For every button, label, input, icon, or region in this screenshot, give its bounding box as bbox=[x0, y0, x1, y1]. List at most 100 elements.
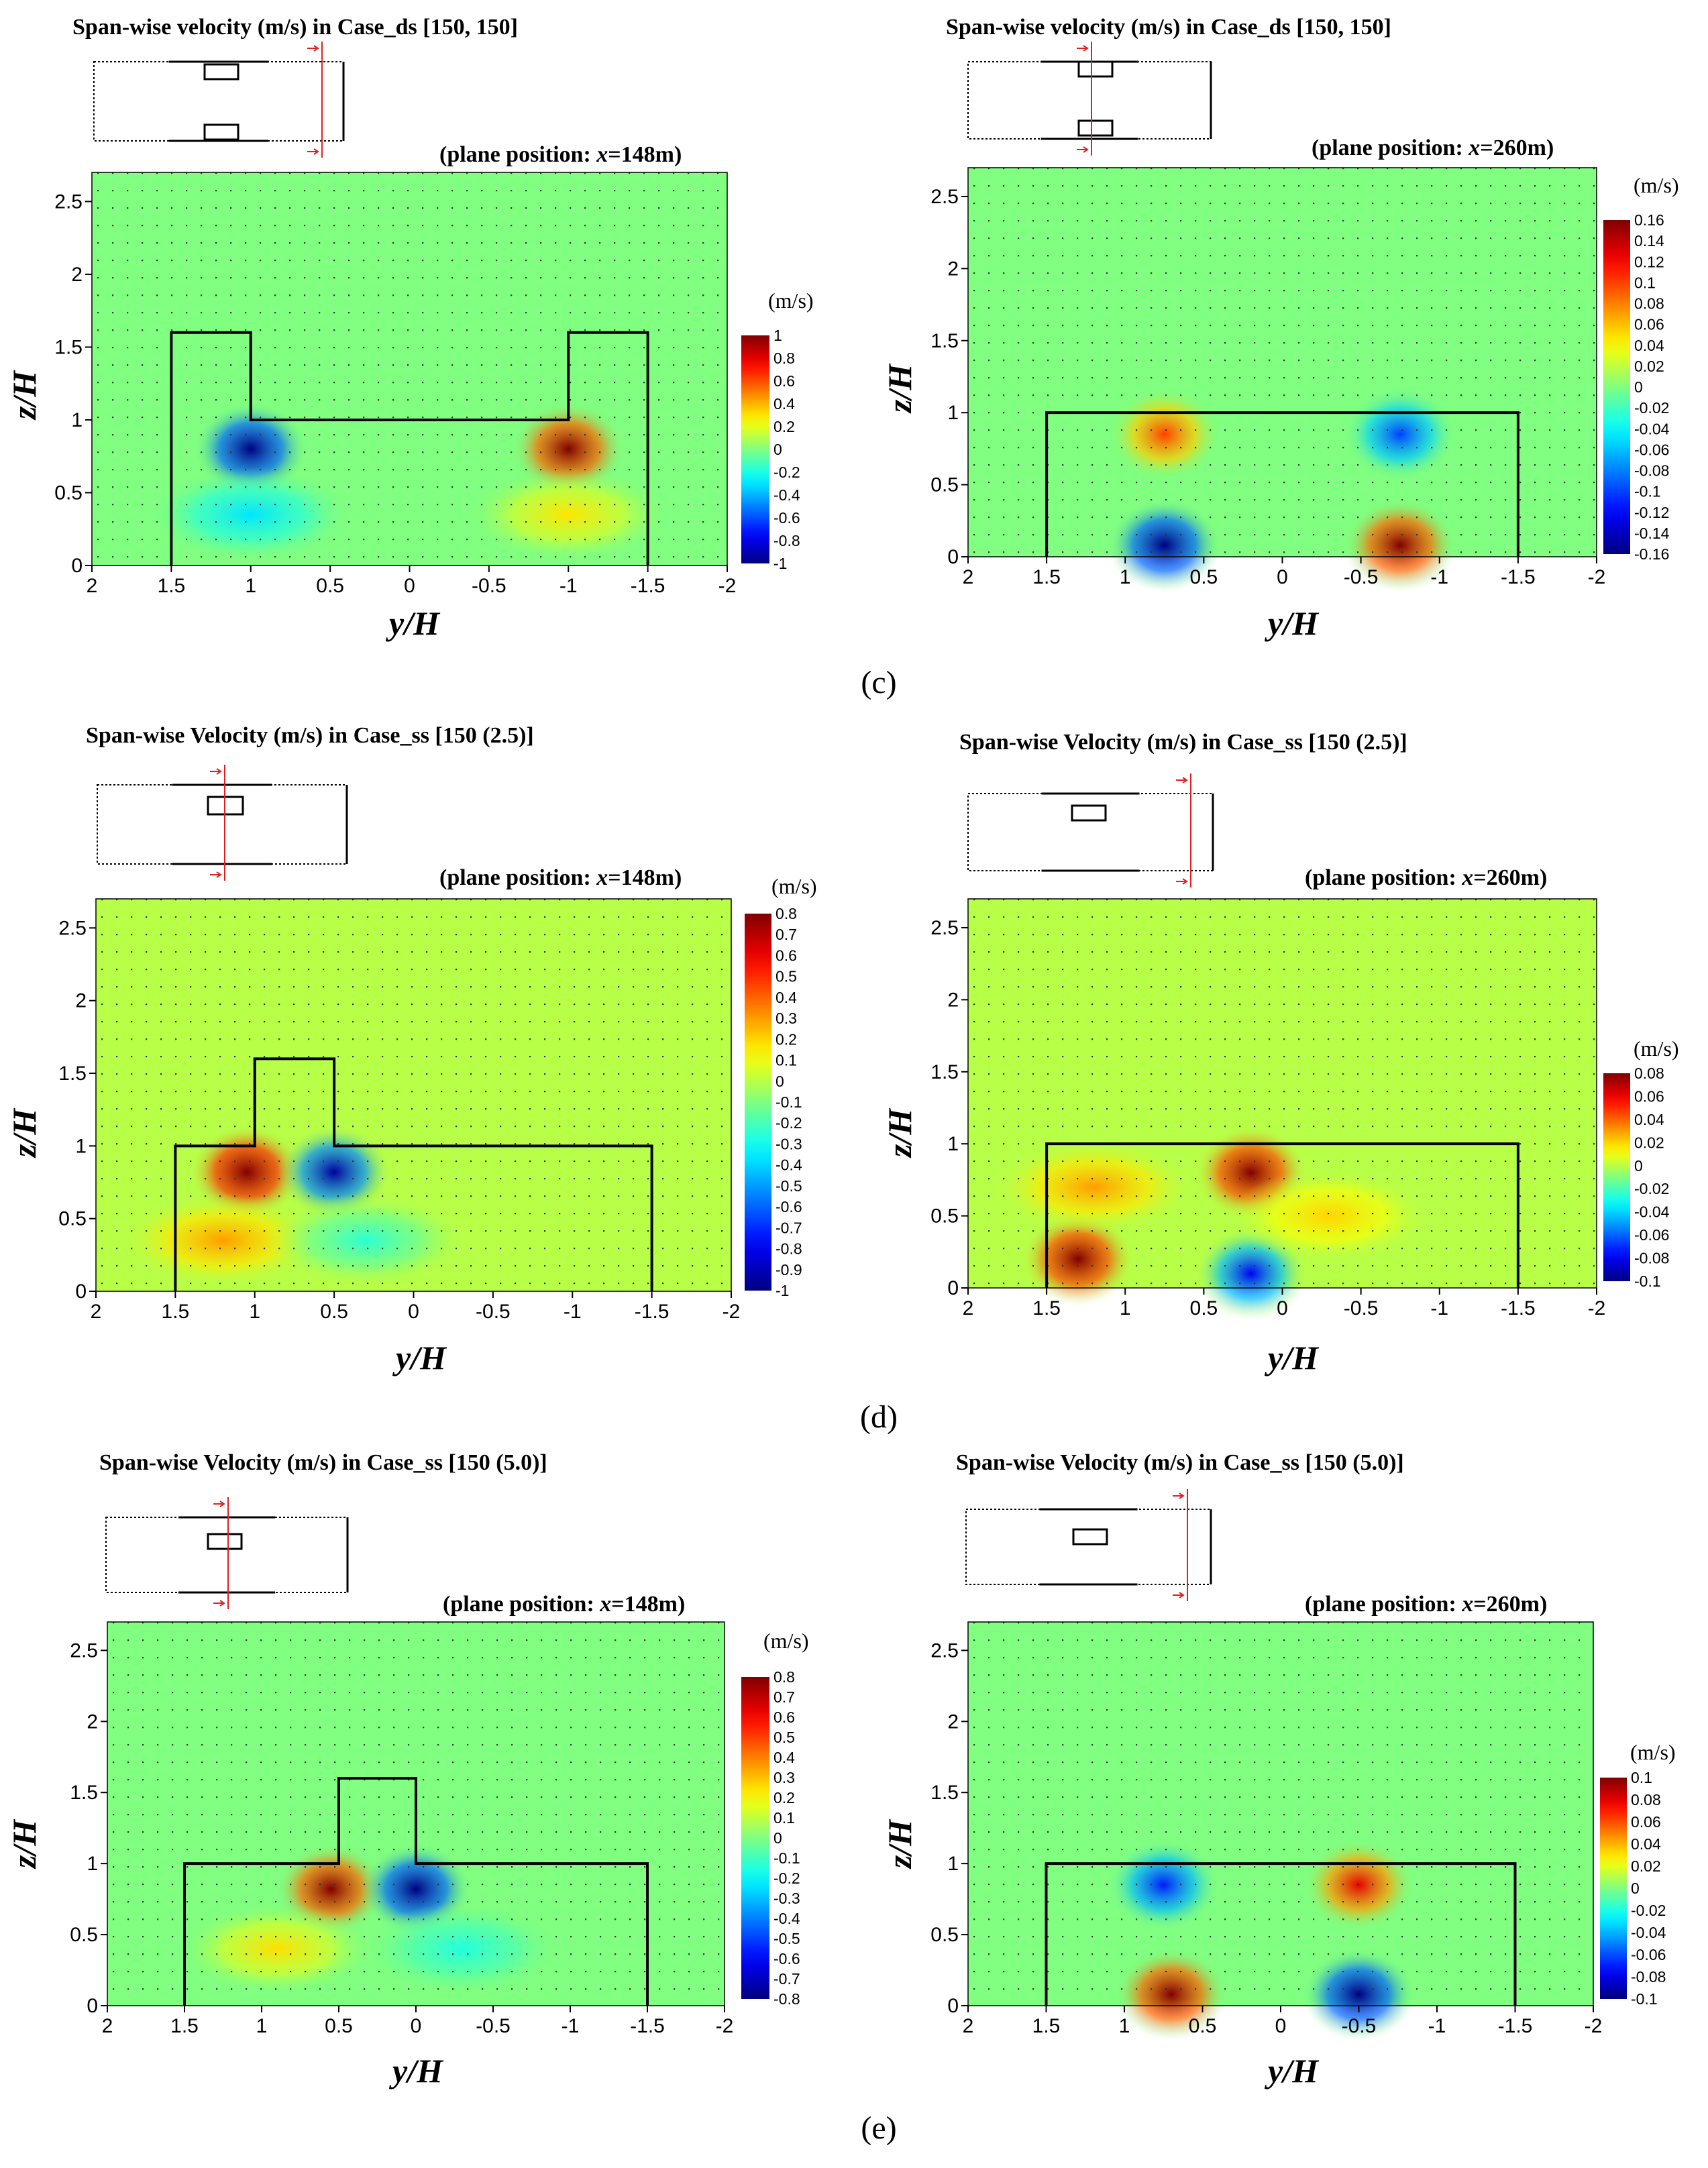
panel-title: Span-wise velocity (m/s) in Case_ds [150… bbox=[72, 15, 518, 40]
velocity-extreme bbox=[264, 1193, 468, 1288]
colorbar-tick-label: -0.4 bbox=[773, 486, 800, 504]
colorbar-unit: (m/s) bbox=[1634, 173, 1679, 197]
x-tick-label: 0.5 bbox=[1189, 2015, 1217, 2037]
vector-field bbox=[973, 1622, 1581, 1990]
y-tick-label: 1.5 bbox=[930, 1061, 959, 1083]
colorbar-tick-label: -0.12 bbox=[1634, 504, 1669, 521]
y-tick-label: 0.5 bbox=[70, 1924, 98, 1946]
y-tick-label: 2.5 bbox=[58, 917, 87, 939]
colorbar-tick-label: 1 bbox=[773, 327, 782, 344]
colorbar-tick-label: -0.6 bbox=[773, 1950, 800, 1967]
x-tick-label: -1 bbox=[562, 2015, 580, 2037]
x-tick-label: 0.5 bbox=[316, 575, 344, 597]
plane-value: =148m) bbox=[608, 865, 682, 890]
velocity-extreme bbox=[1021, 1212, 1135, 1306]
y-tick-label: 2 bbox=[947, 258, 959, 280]
panel-title: Span-wise Velocity (m/s) in Case_ss [150… bbox=[956, 1450, 1404, 1475]
plane-variable: x bbox=[1462, 1592, 1474, 1617]
velocity-extreme bbox=[1107, 1839, 1220, 1931]
colorbar-tick-label: 0.3 bbox=[773, 1769, 795, 1786]
x-tick-label: 1 bbox=[256, 2015, 268, 2037]
x-tick-label: -1.5 bbox=[635, 1301, 670, 1323]
y-tick-label: 2 bbox=[75, 990, 87, 1012]
plane-position-label: (plane position: x=260m) bbox=[1305, 1592, 1547, 1617]
colorbar-tick-label: 0.2 bbox=[773, 418, 795, 435]
colorbar-tick-label: 0.6 bbox=[773, 1709, 795, 1726]
plane-variable: x bbox=[1469, 136, 1481, 160]
colorbar-unit: (m/s) bbox=[768, 288, 814, 313]
y-tick-label: 1.5 bbox=[930, 330, 959, 352]
figure-caption: (e) bbox=[861, 2110, 897, 2146]
velocity-extreme bbox=[149, 467, 353, 562]
x-tick-label: 2 bbox=[963, 2015, 974, 2037]
y-tick-label: 1 bbox=[75, 1135, 87, 1157]
y-tick-label: 0.5 bbox=[930, 474, 959, 496]
x-tick-label: -1.5 bbox=[630, 2015, 665, 2037]
colorbar-unit: (m/s) bbox=[1634, 1036, 1679, 1061]
colorbar-tick-label: -0.3 bbox=[773, 1890, 800, 1907]
y-tick-label: 1.5 bbox=[58, 1063, 87, 1085]
colorbar-tick-label: -0.8 bbox=[773, 1990, 800, 2008]
y-tick-label: 0 bbox=[947, 1277, 959, 1299]
colorbar-tick-label: -0.1 bbox=[773, 1849, 800, 1867]
x-tick-label: 0.5 bbox=[1190, 1297, 1218, 1319]
velocity-extreme bbox=[121, 1193, 325, 1288]
x-tick-label: -1.5 bbox=[1501, 1297, 1536, 1319]
colorbar-tick-label: -0.1 bbox=[1631, 1990, 1658, 2008]
x-tick-label: 2 bbox=[102, 2015, 113, 2037]
colorbar-tick-label: -0.16 bbox=[1634, 545, 1669, 563]
y-tick-label: 2 bbox=[947, 989, 959, 1011]
colorbar-tick-label: 0 bbox=[1631, 1880, 1640, 1897]
y-tick-label: 0.5 bbox=[54, 482, 83, 504]
y-tick-label: 1 bbox=[947, 1133, 959, 1155]
figure-caption: (c) bbox=[861, 665, 897, 700]
x-tick-label: -0.5 bbox=[1342, 2015, 1377, 2037]
colorbar-tick-label: -0.4 bbox=[776, 1156, 802, 1174]
x-tick-label: -1 bbox=[1428, 2015, 1446, 2037]
y-tick-label: 1 bbox=[947, 402, 959, 424]
x-tick-label: 0.5 bbox=[320, 1301, 348, 1323]
x-tick-label: 2 bbox=[91, 1301, 102, 1323]
y-tick-label: 2.5 bbox=[930, 186, 959, 208]
x-tick-label: 2 bbox=[963, 566, 974, 588]
colorbar-tick-label: 0.2 bbox=[773, 1789, 795, 1806]
panel-title: Span-wise velocity (m/s) in Case_ds [150… bbox=[946, 15, 1391, 40]
colorbar-tick-label: -0.3 bbox=[776, 1135, 802, 1152]
y-tick-label: 1 bbox=[947, 1853, 959, 1875]
x-tick-label: -0.5 bbox=[476, 1301, 511, 1323]
colorbar-tick-label: 0.6 bbox=[776, 946, 797, 964]
y-tick-label: 2.5 bbox=[70, 1639, 98, 1662]
colorbar-tick-label: 0.8 bbox=[776, 905, 797, 922]
colorbar-tick-label: 0 bbox=[1634, 1157, 1643, 1175]
colorbar-tick-label: 0.2 bbox=[776, 1030, 797, 1048]
velocity-extreme bbox=[1115, 1948, 1228, 2041]
colorbar-tick-label: -0.02 bbox=[1634, 1180, 1669, 1197]
colorbar bbox=[745, 914, 771, 1291]
colorbar-tick-label: 0.08 bbox=[1634, 1065, 1664, 1082]
colorbar-tick-label: 0.6 bbox=[773, 372, 795, 390]
x-tick-label: 1 bbox=[245, 575, 256, 597]
x-tick-label: -0.5 bbox=[472, 575, 506, 597]
colorbar bbox=[1603, 220, 1630, 554]
colorbar-tick-label: -0.4 bbox=[773, 1910, 800, 1927]
x-tick-label: -2 bbox=[718, 575, 737, 597]
x-tick-label: -2 bbox=[723, 1301, 741, 1323]
x-tick-label: -1.5 bbox=[1501, 566, 1536, 588]
x-tick-label: 2 bbox=[963, 1297, 974, 1319]
plane-prefix: (plane position: bbox=[1305, 1592, 1462, 1617]
x-tick-label: 1 bbox=[249, 1301, 260, 1323]
colorbar-tick-label: 0.8 bbox=[773, 1668, 795, 1686]
colorbar-tick-label: -0.06 bbox=[1634, 1226, 1669, 1244]
colorbar-tick-label: -0.04 bbox=[1634, 420, 1670, 437]
y-tick-label: 1.5 bbox=[930, 1782, 959, 1804]
colorbar-tick-label: 0.4 bbox=[773, 395, 795, 413]
colorbar-unit: (m/s) bbox=[763, 1629, 809, 1653]
colorbar-unit: (m/s) bbox=[1630, 1740, 1676, 1764]
plane-position-label: (plane position: x=148m) bbox=[439, 142, 682, 168]
plane-value: =260m) bbox=[1473, 865, 1548, 890]
colorbar-tick-label: 0 bbox=[1634, 378, 1643, 396]
colorbar-tick-label: 0 bbox=[773, 441, 782, 458]
